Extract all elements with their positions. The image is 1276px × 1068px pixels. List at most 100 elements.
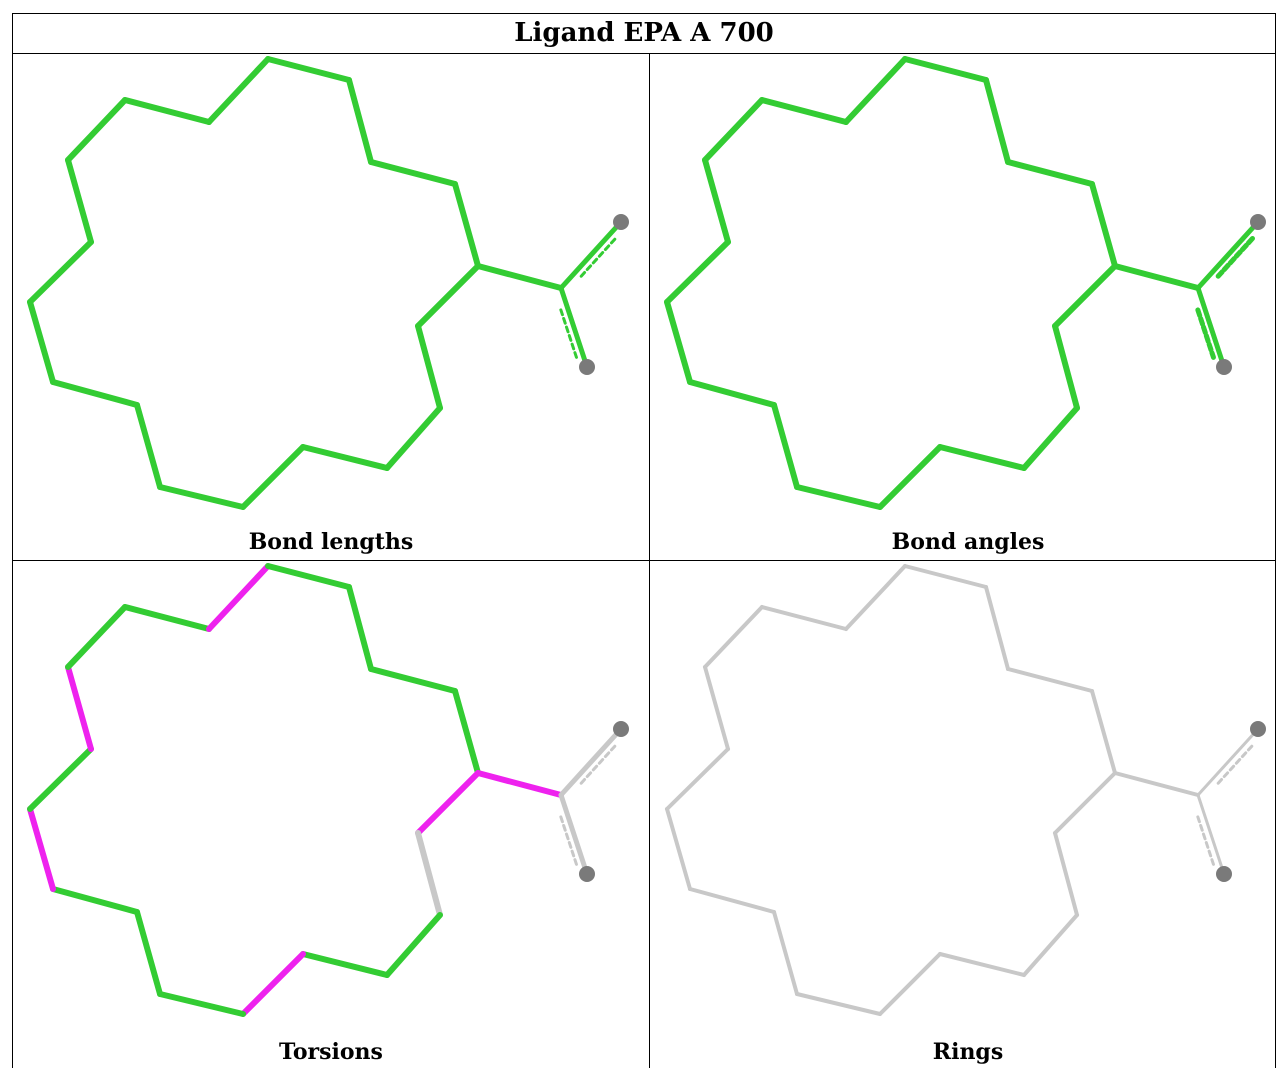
ring-bond xyxy=(122,97,212,125)
carboxyl-bond xyxy=(558,219,624,291)
carboxyl-bond xyxy=(558,726,624,798)
carboxyl-double-bond xyxy=(1195,307,1216,360)
ring-bond xyxy=(452,688,481,776)
carboxyl-double-bond xyxy=(579,235,619,278)
ring-bond xyxy=(368,666,458,694)
ring-bond xyxy=(665,747,730,811)
oxygen-atom xyxy=(1216,359,1232,375)
ring-bond xyxy=(384,405,443,471)
ring-bond xyxy=(795,992,882,1016)
caption-bond-lengths: Bond lengths xyxy=(248,529,414,555)
ring-bond xyxy=(1021,405,1080,471)
ring-bond xyxy=(300,444,390,471)
ring-bond xyxy=(65,157,94,245)
oxygen-atom xyxy=(613,721,629,737)
ring-bond xyxy=(157,484,246,510)
carboxyl-bond xyxy=(558,285,590,370)
panel-rings: Rings xyxy=(650,561,1276,1065)
molecule-rings xyxy=(665,564,1266,1016)
ring-bond xyxy=(1090,689,1117,775)
carboxyl-double-bond xyxy=(1215,234,1257,279)
ring-bond xyxy=(157,991,246,1017)
carboxyl-bond xyxy=(1196,727,1260,797)
carboxyl-double-bond xyxy=(559,815,578,866)
carboxyl-bond xyxy=(1195,285,1227,370)
ring-bond xyxy=(27,746,94,812)
ring-bond xyxy=(687,379,777,408)
oxygen-atom xyxy=(1250,214,1266,230)
ring-bond xyxy=(759,97,849,125)
ring-bond xyxy=(1006,667,1094,693)
ring-bond xyxy=(27,239,94,305)
ring-bond xyxy=(346,77,374,165)
panel-bond-lengths: Bond lengths xyxy=(13,54,649,557)
panel-bond-angles: Bond angles xyxy=(650,54,1276,557)
ring-bond xyxy=(772,910,799,996)
caption-torsions: Torsions xyxy=(279,1039,383,1065)
ring-bond xyxy=(938,952,1026,977)
substituent-bond xyxy=(1113,771,1200,797)
table-top-border xyxy=(12,13,1276,14)
ring-bond xyxy=(134,909,163,997)
ring-bond xyxy=(265,563,352,590)
ring-bond xyxy=(65,664,94,752)
molecule-bond-lengths xyxy=(27,56,629,510)
ring-bond xyxy=(240,951,306,1017)
carboxyl-double-bond xyxy=(559,308,578,359)
table-row-divider xyxy=(12,560,1276,561)
ring-bond xyxy=(877,444,943,510)
ring-bond xyxy=(415,263,481,329)
oxygen-atom xyxy=(1250,721,1266,737)
ring-bond xyxy=(415,770,481,836)
ring-bond xyxy=(452,181,481,269)
substituent-bond xyxy=(475,770,564,798)
table-title: Ligand EPA A 700 xyxy=(514,18,774,48)
ring-bond xyxy=(843,56,908,125)
ring-bond xyxy=(346,584,374,672)
molecule-torsions xyxy=(27,563,629,1017)
ring-bond xyxy=(794,484,883,510)
ring-bond xyxy=(1022,913,1079,977)
substituent-bond xyxy=(1112,263,1201,291)
ring-bond xyxy=(1089,181,1118,269)
ring-bond xyxy=(760,605,848,631)
substituent-bond xyxy=(475,263,564,291)
ring-bond xyxy=(1052,263,1118,329)
ring-bond xyxy=(300,951,390,978)
ring-bond xyxy=(983,77,1011,165)
ring-bond xyxy=(415,323,443,411)
oxygen-atom xyxy=(613,214,629,230)
caption-bond-angles: Bond angles xyxy=(891,529,1045,555)
oxygen-atom xyxy=(579,866,595,882)
ring-bond xyxy=(984,585,1010,671)
ring-bond xyxy=(27,806,56,892)
ring-bond xyxy=(50,379,140,408)
ring-bond xyxy=(27,299,56,385)
carboxyl-double-bond xyxy=(579,742,619,785)
ring-bond xyxy=(240,444,306,510)
ring-bond xyxy=(771,402,800,490)
ring-bond xyxy=(384,912,443,978)
ring-bond xyxy=(664,299,693,385)
ring-bond xyxy=(206,563,271,632)
ring-bond xyxy=(665,807,692,891)
ring-bond xyxy=(134,402,163,490)
ring-bond xyxy=(903,564,988,589)
caption-rings: Rings xyxy=(932,1039,1004,1065)
ring-bond xyxy=(265,56,352,83)
carboxyl-double-bond xyxy=(1216,742,1256,785)
ring-bond xyxy=(415,830,443,918)
panel-torsions: Torsions xyxy=(13,561,649,1065)
ring-bond xyxy=(878,952,942,1016)
ring-bond xyxy=(1052,323,1080,411)
oxygen-atom xyxy=(579,359,595,375)
ring-bond xyxy=(206,56,271,125)
ring-bond xyxy=(1005,159,1095,187)
carboxyl-bond xyxy=(1196,793,1226,876)
ring-bond xyxy=(937,444,1027,471)
ring-bond xyxy=(664,239,731,305)
molecule-bond-angles xyxy=(664,56,1266,510)
oxygen-atom xyxy=(1216,866,1232,882)
ring-bond xyxy=(1053,771,1117,835)
